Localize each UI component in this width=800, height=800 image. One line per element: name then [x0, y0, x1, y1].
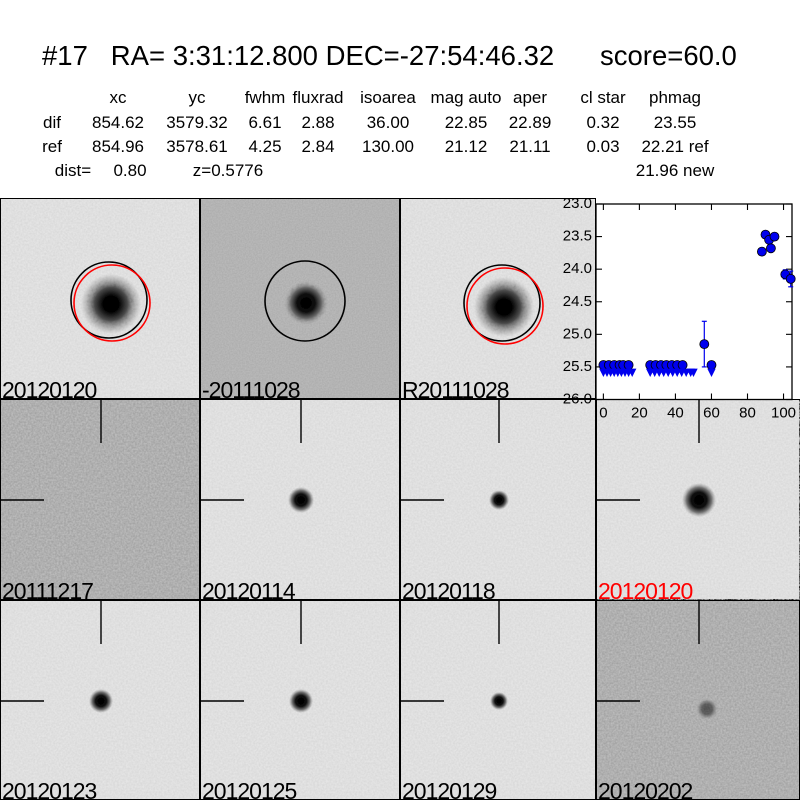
svg-text:60: 60	[703, 405, 720, 422]
svg-text:100: 100	[771, 405, 796, 422]
svg-text:24.0: 24.0	[563, 260, 592, 277]
svg-text:23.5: 23.5	[563, 228, 592, 245]
svg-text:80: 80	[739, 405, 756, 422]
svg-text:24.5: 24.5	[563, 293, 592, 310]
svg-text:25.5: 25.5	[563, 358, 592, 375]
svg-text:25.0: 25.0	[563, 325, 592, 342]
svg-text:40: 40	[667, 405, 684, 422]
svg-text:20: 20	[631, 405, 648, 422]
svg-text:23.0: 23.0	[563, 195, 592, 212]
svg-text:26.0: 26.0	[563, 391, 592, 408]
svg-text:0: 0	[599, 405, 607, 422]
